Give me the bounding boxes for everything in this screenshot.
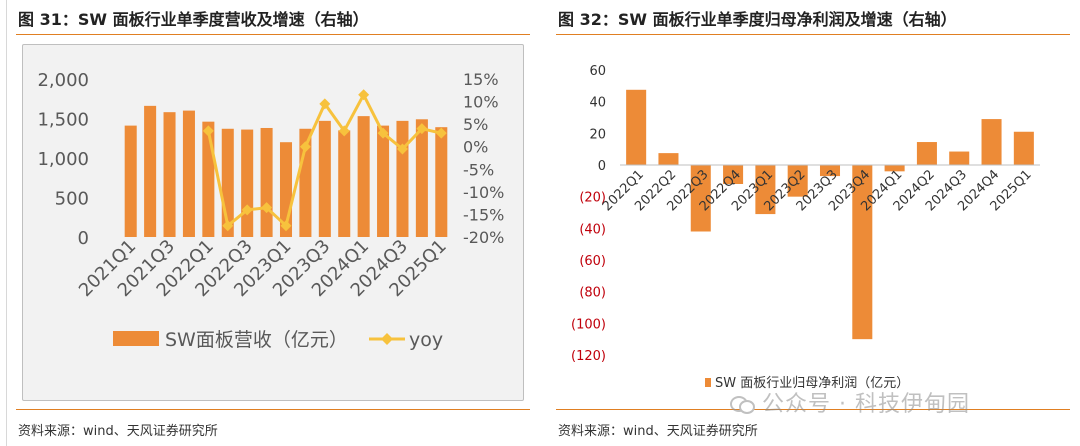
legend-revenue-swatch — [113, 331, 159, 346]
profit-bar — [787, 165, 808, 197]
revenue-bar — [124, 125, 137, 237]
y2-tick-label: 15% — [463, 70, 499, 89]
legend-profit-swatch — [705, 378, 711, 387]
yoy-point — [299, 141, 311, 153]
title-rule — [556, 34, 1070, 35]
profit-bar — [916, 142, 937, 165]
yoy-point — [319, 98, 331, 110]
legend-revenue-label: SW面板营收（亿元） — [165, 329, 348, 351]
revenue-bar — [318, 120, 331, 237]
y-tick-label: (120) — [571, 349, 606, 364]
y2-tick-label: -20% — [463, 228, 504, 247]
y-tick-label: 1,500 — [37, 110, 89, 131]
profit-bar — [884, 165, 905, 172]
title-rule — [16, 34, 530, 35]
revenue-bar — [377, 125, 390, 237]
legend-yoy-marker — [381, 333, 393, 345]
y-tick-label: (40) — [579, 222, 606, 237]
revenue-chart: 0 500 1,000 1,500 2,000 -20% -15% -10% -5% 0% 5% 10… — [37, 70, 504, 351]
revenue-bar — [182, 110, 195, 237]
profit-bar — [981, 119, 1002, 165]
panel-revenue: 图 31：SW 面板行业单季度营收及增速（右轴） 0 500 1,000 1,500 2… — [16, 10, 530, 439]
watermark: 公众号 · 科技伊甸园 — [730, 386, 970, 418]
y-tick-label: (60) — [579, 254, 606, 269]
profit-bar — [690, 165, 711, 232]
profit-bar — [626, 89, 647, 165]
revenue-bar — [357, 116, 370, 237]
y-tick-label: 20 — [589, 127, 606, 142]
y2-tick-label: 0% — [463, 138, 488, 157]
profit-bar — [723, 165, 744, 184]
y2-tick-label: -10% — [463, 183, 504, 202]
profit-bar — [852, 165, 873, 340]
y2-tick-label: 10% — [463, 93, 499, 112]
profit-bar — [1013, 131, 1034, 165]
wechat-icon — [730, 394, 756, 414]
y-tick-label: 60 — [589, 64, 606, 79]
y-tick-label: 40 — [589, 96, 606, 111]
revenue-bar — [202, 121, 215, 237]
profit-chart-title: 图 32：SW 面板行业单季度归母净利润及增速（右轴） — [558, 10, 957, 29]
source-rule — [556, 409, 1070, 410]
legend-yoy-label: yoy — [409, 329, 443, 351]
y2-tick-label: 5% — [463, 115, 488, 134]
yoy-point — [396, 143, 408, 155]
profit-chart: (120)(100)(80)(60)(40)(20)02040602022Q12… — [571, 64, 1040, 391]
y-tick-label: 0 — [78, 228, 89, 249]
y-tick-label: 500 — [55, 189, 89, 210]
yoy-point — [280, 220, 292, 232]
revenue-bar — [415, 119, 428, 237]
y-tick-label: 0 — [598, 159, 606, 174]
revenue-bar — [338, 130, 351, 237]
revenue-bar — [241, 129, 254, 237]
left-edge-divider — [6, 0, 7, 446]
revenue-bar — [163, 112, 176, 237]
yoy-point — [416, 123, 428, 135]
y-tick-label: (100) — [571, 317, 606, 332]
revenue-chart-title: 图 31：SW 面板行业单季度营收及增速（右轴） — [18, 10, 369, 29]
y-tick-label: (80) — [579, 286, 606, 301]
y2-tick-label: -5% — [463, 160, 494, 179]
y2-tick-label: -15% — [463, 205, 504, 224]
legend-profit-label: SW 面板行业归母净利润（亿元） — [715, 376, 909, 391]
yoy-point — [222, 220, 234, 232]
profit-bar — [949, 151, 970, 165]
y-tick-label: 1,000 — [37, 149, 89, 170]
revenue-bar — [144, 105, 157, 237]
profit-bar — [658, 153, 679, 165]
revenue-source-note: 资料来源：wind、天风证券研究所 — [18, 424, 218, 439]
yoy-point — [358, 89, 370, 101]
yoy-point — [261, 202, 273, 214]
revenue-bar — [396, 120, 409, 237]
watermark-text: 公众号 · 科技伊甸园 — [762, 392, 970, 417]
source-rule — [16, 409, 530, 410]
panel-net-profit: 图 32：SW 面板行业单季度归母净利润及增速（右轴） (120) (100) (8… — [540, 0, 1080, 446]
revenue-chart-frame: 0 500 1,000 1,500 2,000 -20% -15% -10% -5% 0% 5% 10… — [22, 44, 524, 401]
y-tick-label: 2,000 — [37, 70, 89, 91]
revenue-bar — [435, 127, 448, 237]
revenue-bar — [260, 127, 273, 237]
profit-source-note: 资料来源：wind、天风证券研究所 — [558, 424, 758, 439]
yoy-point — [241, 204, 253, 216]
profit-bar — [819, 165, 841, 177]
y-tick-label: (20) — [579, 191, 606, 206]
profit-bar — [755, 165, 776, 215]
